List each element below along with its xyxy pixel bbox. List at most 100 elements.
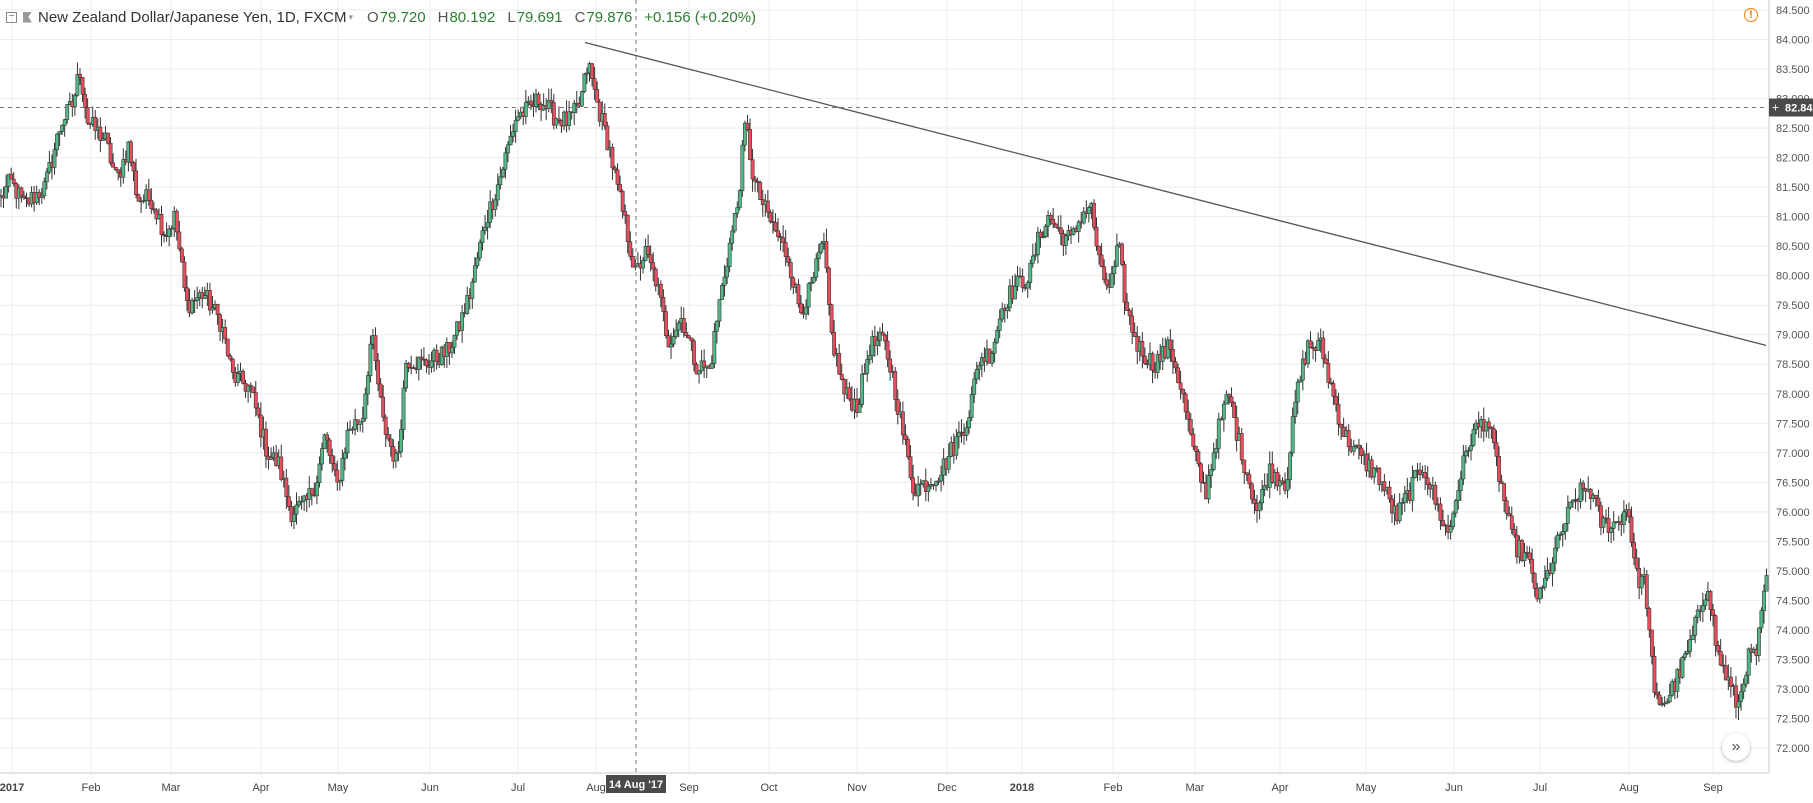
candle-down xyxy=(1051,219,1056,225)
candle-down xyxy=(286,496,291,507)
candle-down xyxy=(330,455,335,465)
candle-down xyxy=(386,434,391,440)
candle-down xyxy=(1509,515,1514,530)
candle-up xyxy=(42,181,47,197)
candle-up xyxy=(1611,521,1616,529)
candle-down xyxy=(1132,332,1137,337)
candle-down xyxy=(228,355,233,360)
candle-up xyxy=(674,329,679,337)
candle-up xyxy=(1621,511,1626,526)
candle-up xyxy=(1216,418,1221,449)
y-tick-label: 78.000 xyxy=(1776,389,1810,401)
candle-down xyxy=(1250,483,1254,500)
candle-down xyxy=(773,222,778,232)
candle-up xyxy=(862,373,867,375)
candle-down xyxy=(9,173,14,180)
open-value: O79.720 xyxy=(367,8,426,26)
candle-down xyxy=(1504,500,1509,514)
candle-up xyxy=(997,318,1002,331)
candle-up xyxy=(743,122,747,146)
candle-up xyxy=(167,228,172,237)
candle-up xyxy=(141,200,146,202)
candle-down xyxy=(179,248,184,263)
change-value: +0.156 (+0.20%) xyxy=(644,8,757,26)
close-value: C79.876 xyxy=(574,8,633,26)
candle-up xyxy=(1466,449,1471,452)
alert-circle-icon[interactable]: ! xyxy=(1744,8,1758,22)
candle-up xyxy=(343,452,347,459)
candle-up xyxy=(579,91,584,107)
candle-down xyxy=(1097,245,1101,256)
candle-up xyxy=(1028,263,1033,283)
candle-up xyxy=(1109,273,1114,288)
candle-down xyxy=(536,93,541,105)
candle-up xyxy=(977,365,982,370)
candle-down xyxy=(149,200,154,210)
candle-up xyxy=(641,260,645,269)
candle-down xyxy=(1331,383,1336,397)
x-tick-label: Jul xyxy=(511,782,525,794)
x-tick-label: Aug xyxy=(1619,782,1639,794)
candle-up xyxy=(337,480,342,483)
candle-down xyxy=(1326,363,1331,383)
candle-down xyxy=(256,407,261,416)
x-tick-label: 2017 xyxy=(0,782,24,794)
candle-up xyxy=(1746,648,1751,676)
candle-up xyxy=(322,434,327,449)
candle-up xyxy=(363,393,368,419)
chevron-down-icon[interactable]: ▾ xyxy=(348,11,354,22)
y-tick-label: 76.000 xyxy=(1776,507,1810,519)
candle-down xyxy=(1143,355,1147,364)
candle-down xyxy=(258,414,263,438)
y-tick-label: 79.500 xyxy=(1776,300,1810,312)
candle-up xyxy=(1402,493,1407,503)
candle-down xyxy=(903,434,908,440)
candle-up xyxy=(995,329,1000,343)
candle-up xyxy=(513,119,518,132)
candle-up xyxy=(1298,379,1303,383)
candle-down xyxy=(827,267,831,305)
minus-square-icon[interactable]: − xyxy=(6,11,17,23)
candle-down xyxy=(159,214,164,235)
candle-up xyxy=(1469,445,1473,451)
candle-up xyxy=(320,448,324,465)
candle-down xyxy=(842,379,847,395)
candle-up xyxy=(1568,501,1573,508)
candle-up xyxy=(567,111,572,126)
candle-down xyxy=(111,162,115,168)
candle-up xyxy=(1372,467,1377,478)
candle-up xyxy=(936,480,941,483)
double-chevron-right-icon[interactable]: » xyxy=(1722,733,1750,761)
candle-up xyxy=(1448,526,1453,533)
candle-down xyxy=(602,113,607,127)
candle-down xyxy=(1104,279,1109,286)
candle-down xyxy=(1644,574,1649,609)
candle-down xyxy=(796,284,801,305)
symbol-title[interactable]: New Zealand Dollar/Japanese Yen, 1D, FXC… xyxy=(38,8,347,26)
candle-down xyxy=(618,184,622,192)
candle-up xyxy=(368,343,373,376)
x-tick-label: Sep xyxy=(679,782,699,794)
candle-up xyxy=(735,207,740,214)
candle-down xyxy=(108,142,113,164)
candle-down xyxy=(1232,402,1236,418)
candle-down xyxy=(1359,447,1364,456)
candle-down xyxy=(131,162,136,172)
candle-up xyxy=(202,295,207,299)
y-tick-label: 73.000 xyxy=(1776,684,1810,696)
candle-up xyxy=(516,116,521,121)
candle-up xyxy=(814,258,819,278)
candle-down xyxy=(837,353,842,375)
candle-up xyxy=(1257,502,1262,512)
candle-down xyxy=(1357,444,1361,449)
candle-down xyxy=(839,373,844,380)
candle-down xyxy=(1593,494,1598,499)
candle-down xyxy=(1183,393,1188,413)
candle-down xyxy=(248,384,253,388)
candle-down xyxy=(549,100,554,103)
candle-up xyxy=(1064,235,1068,246)
candle-up xyxy=(1041,236,1045,238)
x-tick-label: Apr xyxy=(1271,782,1288,794)
